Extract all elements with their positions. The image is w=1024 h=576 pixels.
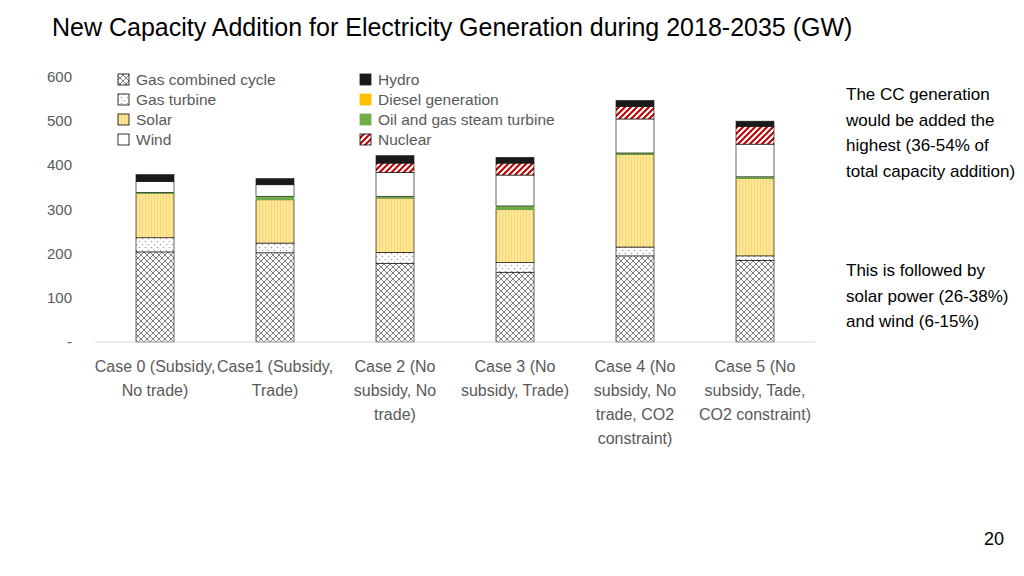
bar-segment <box>136 182 174 193</box>
bar-segment <box>136 238 174 252</box>
y-tick-label: 100 <box>47 289 72 306</box>
bar-segment <box>496 163 534 175</box>
x-tick-label-line: trade, CO2 <box>596 406 674 423</box>
x-tick-label: Case 5 (No subsidy, Tade, CO2 constraint) <box>699 358 811 423</box>
legend-swatch <box>118 94 129 105</box>
legend-swatch <box>118 114 129 125</box>
bar-segment <box>376 156 414 164</box>
legend-swatch <box>118 74 129 85</box>
x-tick-label-line: subsidy, No <box>594 382 677 399</box>
bar-segment <box>616 154 654 247</box>
x-tick-label-line: Trade) <box>252 382 299 399</box>
bar-segment <box>136 194 174 238</box>
y-tick-label: 300 <box>47 201 72 218</box>
x-tick-label: Case1 (Subsidy, Trade) <box>217 358 333 399</box>
legend-label: Oil and gas steam turbine <box>378 111 555 128</box>
y-tick-label: 500 <box>47 112 72 129</box>
y-tick-label: 200 <box>47 245 72 262</box>
x-tick-label: Case 2 (No subsidy, No trade) <box>354 358 437 423</box>
page-number: 20 <box>984 529 1004 549</box>
x-tick-label-line: Case 0 (Subsidy, <box>95 358 216 375</box>
legend-swatch <box>360 94 371 105</box>
legend-label: Gas turbine <box>136 91 216 108</box>
bar-segment <box>496 206 534 210</box>
bar-segment <box>256 200 294 243</box>
bar-segment <box>736 256 774 260</box>
x-tick-label: Case 0 (Subsidy, No trade) <box>95 358 216 399</box>
bar-segment <box>376 263 414 342</box>
annotation: The CC generation would be added the hig… <box>846 82 1016 184</box>
bar-segment <box>616 107 654 119</box>
bar-segment <box>496 263 534 273</box>
legend-swatch <box>360 74 371 85</box>
x-tick-label-line: No trade) <box>122 382 189 399</box>
x-tick-label-line: Case1 (Subsidy, <box>217 358 333 375</box>
x-tick-label-line: Case 2 (No <box>355 358 436 375</box>
bar-segment <box>496 210 534 263</box>
bar-segment <box>496 175 534 206</box>
annotation: This is followed by solar power (26-38%)… <box>846 258 1016 335</box>
bar-segment <box>616 256 654 342</box>
bar-segment <box>616 119 654 153</box>
legend-label: Nuclear <box>378 131 431 148</box>
bar-segment <box>736 144 774 177</box>
legend-swatch <box>118 134 129 145</box>
y-tick-label: - <box>67 333 72 350</box>
bar-segment <box>736 121 774 126</box>
bar-segment <box>616 100 654 106</box>
legend-label: Diesel generation <box>378 91 499 108</box>
bar-segment <box>736 179 774 256</box>
x-tick-label-line: trade) <box>374 406 416 423</box>
bar-segment <box>256 185 294 196</box>
legend-label: Gas combined cycle <box>136 71 276 88</box>
bar-segment <box>256 243 294 253</box>
x-tick-label: Case 4 (No subsidy, No trade, CO2 constrain… <box>594 358 677 447</box>
bar-segment <box>376 198 414 252</box>
x-tick-label-line: subsidy, Trade) <box>461 382 569 399</box>
legend-label: Hydro <box>378 71 419 88</box>
x-tick-label-line: subsidy, No <box>354 382 437 399</box>
x-tick-label-line: Case 3 (No <box>475 358 556 375</box>
bar-segment <box>136 175 174 182</box>
bar-segment <box>736 260 774 342</box>
legend-label: Solar <box>136 111 172 128</box>
bar-segment <box>376 163 414 172</box>
x-tick-label-line: Case 4 (No <box>595 358 676 375</box>
bar-segment <box>496 272 534 342</box>
y-tick-label: 400 <box>47 156 72 173</box>
bar-segment <box>256 179 294 185</box>
x-tick-label-line: Case 5 (No <box>715 358 796 375</box>
legend-swatch <box>360 114 371 125</box>
bar-segment <box>376 172 414 196</box>
bar-segment <box>736 126 774 144</box>
legend-label: Wind <box>136 131 171 148</box>
legend-swatch <box>360 134 371 145</box>
title: New Capacity Addition for Electricity Ge… <box>52 13 852 41</box>
bar-segment <box>376 252 414 263</box>
bar-segment <box>256 196 294 200</box>
y-tick-label: 600 <box>47 68 72 85</box>
x-tick-label-line: constraint) <box>598 430 673 447</box>
x-tick-label-line: subsidy, Tade, <box>705 382 806 399</box>
bar-segment <box>256 253 294 342</box>
x-tick-label: Case 3 (No subsidy, Trade) <box>461 358 569 399</box>
x-tick-label-line: CO2 constraint) <box>699 406 811 423</box>
bar-segment <box>616 247 654 256</box>
bar-segment <box>496 157 534 163</box>
x-axis <box>95 342 815 343</box>
bar-segment <box>136 252 174 342</box>
